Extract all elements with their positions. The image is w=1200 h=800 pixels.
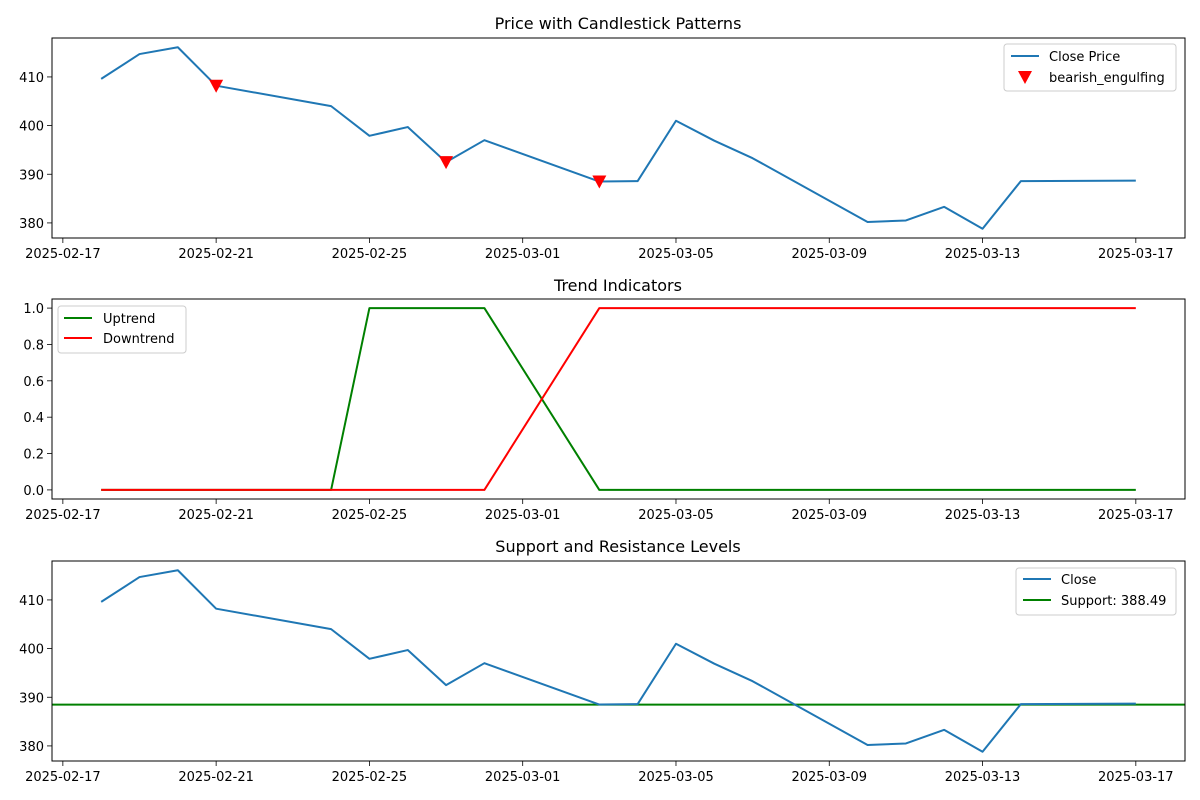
marker-bearish-engulfing [209,79,224,93]
x-tick-label: 2025-02-17 [25,508,101,523]
y-tick-label: 390 [19,168,44,183]
x-tick-label: 2025-03-01 [485,770,561,785]
legend-frame [1003,43,1177,92]
series-line-close-price [100,46,1136,230]
series-line-downtrend [101,307,1136,491]
x-tick-label: 2025-03-01 [485,247,561,262]
y-tick-label: 380 [19,217,44,232]
y-axis: 380 390 400 410 [19,71,52,232]
legend-label-close: Close [1061,573,1096,588]
panel-support-resistance: Support and Resistance Levels 2025-02-17… [19,537,1186,785]
panel-title: Trend Indicators [553,276,682,295]
legend-label-uptrend: Uptrend [103,312,155,327]
plot-area [52,569,1185,753]
x-tick-label: 2025-03-01 [485,508,561,523]
y-tick-label: 390 [19,691,44,706]
legend: Close Support: 388.49 [1015,567,1177,616]
x-tick-label: 2025-02-17 [25,247,101,262]
marker-bearish-engulfing [592,175,607,189]
y-axis: 0.0 0.2 0.4 0.6 0.8 1.0 [23,302,52,499]
y-tick-label: 400 [19,643,44,658]
x-axis: 2025-02-17 2025-02-21 2025-02-25 2025-03-01… [25,238,1174,262]
axes-frame [51,560,1186,762]
x-tick-label: 2025-03-09 [791,770,867,785]
x-axis: 2025-02-17 2025-02-21 2025-02-25 2025-03-01… [25,761,1174,785]
x-tick-label: 2025-03-17 [1098,770,1174,785]
x-axis: 2025-02-17 2025-02-21 2025-02-25 2025-03-01… [25,499,1174,523]
y-axis: 380 390 400 410 [19,594,52,755]
axes-frame [51,298,1186,500]
legend-label-downtrend: Downtrend [103,332,174,347]
x-tick-label: 2025-03-17 [1098,247,1174,262]
x-tick-label: 2025-03-13 [945,247,1021,262]
x-tick-label: 2025-02-21 [178,508,254,523]
x-tick-label: 2025-03-17 [1098,508,1174,523]
x-tick-label: 2025-02-25 [332,508,408,523]
y-tick-label: 0.2 [23,448,44,463]
panel-price-patterns: Price with Candlestick Patterns 2025-02-… [19,14,1186,262]
legend: Close Price bearish_engulfing [1003,43,1177,92]
legend-frame [1015,567,1177,616]
y-tick-label: 0.8 [23,338,44,353]
y-tick-label: 0.4 [23,411,44,426]
x-tick-label: 2025-03-09 [791,247,867,262]
x-tick-label: 2025-02-25 [332,247,408,262]
y-tick-label: 0.0 [23,484,44,499]
marker-bearish-engulfing [439,156,454,170]
x-tick-label: 2025-03-05 [638,247,714,262]
x-tick-label: 2025-02-25 [332,770,408,785]
x-tick-label: 2025-03-13 [945,508,1021,523]
x-tick-label: 2025-02-21 [178,770,254,785]
y-tick-label: 1.0 [23,302,44,317]
axes-frame [51,37,1186,239]
legend-marker-bearish-engulfing [1018,71,1032,84]
x-tick-label: 2025-03-05 [638,770,714,785]
x-tick-label: 2025-02-17 [25,770,101,785]
plot-area [101,307,1136,491]
legend-label-close-price: Close Price [1049,50,1120,65]
panel-title: Support and Resistance Levels [495,537,740,556]
panel-title: Price with Candlestick Patterns [495,14,742,33]
y-tick-label: 410 [19,594,44,609]
legend: Uptrend Downtrend [57,305,187,354]
x-tick-label: 2025-03-13 [945,770,1021,785]
x-tick-label: 2025-02-21 [178,247,254,262]
x-tick-label: 2025-03-05 [638,508,714,523]
panel-trend-indicators: Trend Indicators 2025-02-17 2025-02-21 202… [23,276,1186,523]
y-tick-label: 400 [19,120,44,135]
y-tick-label: 380 [19,740,44,755]
legend-label-bearish-engulfing: bearish_engulfing [1049,71,1165,86]
plot-area [100,46,1136,230]
y-tick-label: 0.6 [23,375,44,390]
legend-label-support: Support: 388.49 [1061,594,1166,609]
y-tick-label: 410 [19,71,44,86]
x-tick-label: 2025-03-09 [791,508,867,523]
series-line-close [100,569,1136,753]
